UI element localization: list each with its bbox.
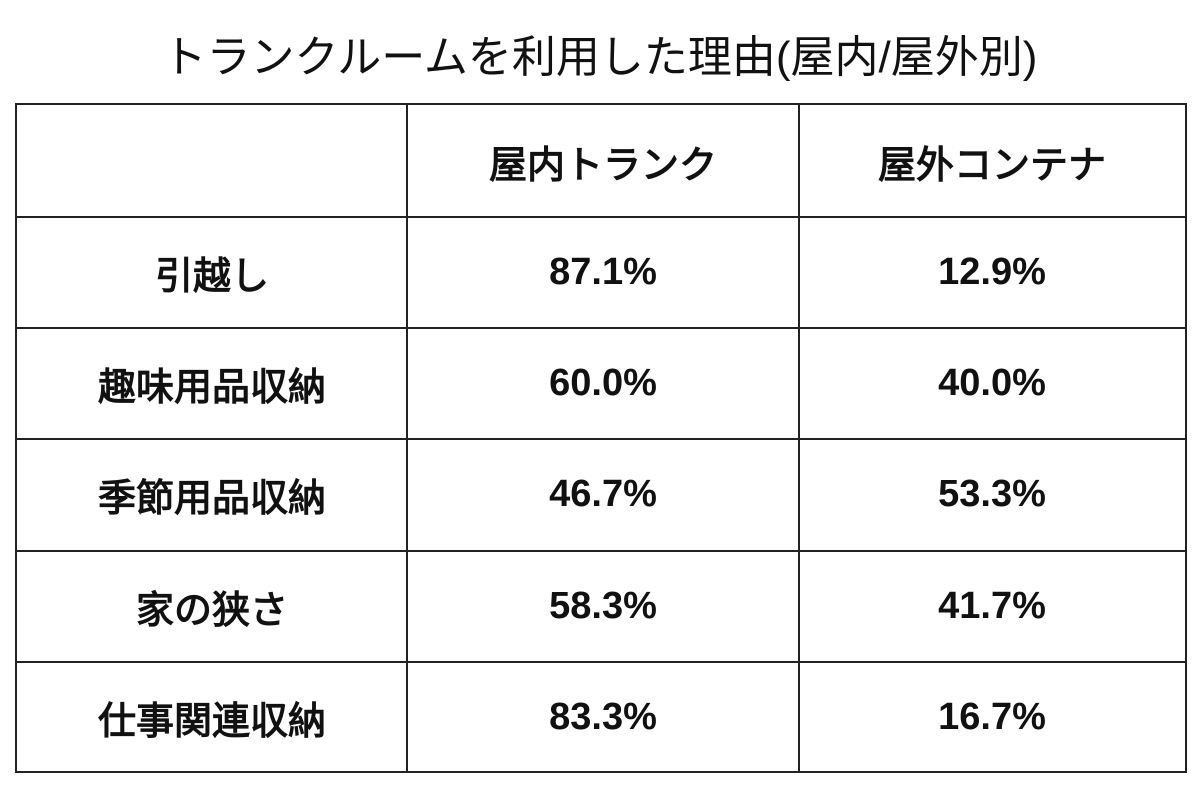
row-label: 家の狭さ <box>135 589 288 632</box>
row-label: 季節用品収納 <box>97 478 326 521</box>
row-label: 趣味用品収納 <box>97 367 326 410</box>
cell-value: 46.7% <box>549 473 657 516</box>
cell-value: 53.3% <box>938 473 1046 516</box>
cell-value: 16.7% <box>938 695 1046 738</box>
row-divider <box>17 216 1185 218</box>
row-divider <box>17 327 1185 330</box>
row-label: 引越し <box>154 256 269 299</box>
cell-value: 60.0% <box>549 362 657 405</box>
cell-value: 41.7% <box>938 584 1046 627</box>
column-divider <box>406 105 408 771</box>
row-label: 仕事関連収納 <box>97 700 326 743</box>
cell-value: 58.3% <box>549 584 657 627</box>
cell-value: 87.1% <box>549 251 657 294</box>
title: トランクルームを利用した理由(屋内/屋外別) <box>162 33 1038 82</box>
cell-value: 83.3% <box>549 695 657 738</box>
column-divider <box>798 105 800 771</box>
row-divider <box>17 438 1185 441</box>
cell-value: 40.0% <box>938 362 1046 405</box>
row-divider <box>17 549 1185 552</box>
column-header: 屋外コンテナ <box>877 144 1106 187</box>
row-divider <box>17 660 1185 663</box>
table: 屋内トランク 屋外コンテナ引越し 87.1% 12.9% 趣味用品収納 60.0% 40.0… <box>15 103 1187 773</box>
column-header: 屋内トランク <box>488 144 717 187</box>
cell-value: 12.9% <box>938 251 1046 294</box>
